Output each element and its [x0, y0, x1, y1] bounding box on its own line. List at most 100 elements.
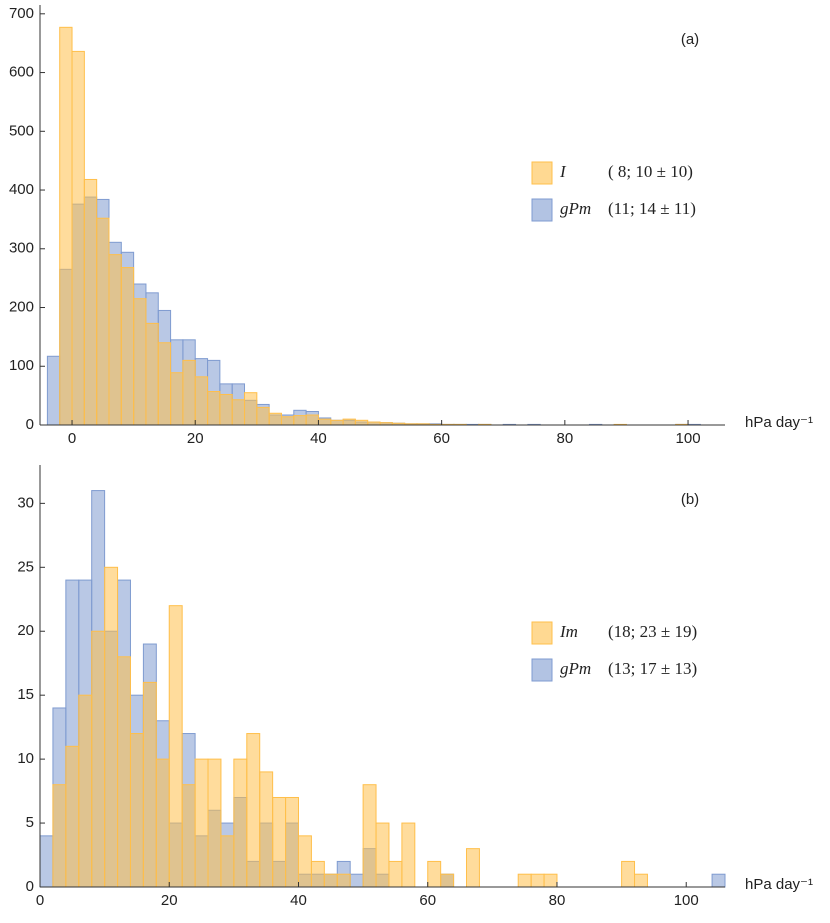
bar [207, 758, 222, 888]
bar [83, 178, 98, 426]
bar [246, 733, 261, 888]
bar [543, 873, 558, 888]
bar [466, 848, 480, 888]
y-tick-label: 600 [9, 64, 34, 81]
x-tick-label: 20 [187, 430, 204, 447]
bar [219, 393, 233, 426]
bar [104, 566, 119, 888]
bar [305, 414, 319, 426]
bar [388, 860, 403, 888]
bar [285, 796, 299, 888]
legend-swatch [531, 198, 553, 222]
x-tick-label: 0 [36, 892, 44, 909]
x-tick-label: 40 [290, 892, 307, 909]
bar [181, 784, 196, 888]
x-tick-label: 60 [419, 892, 436, 909]
x-tick-label: 100 [676, 430, 701, 447]
bar [342, 418, 356, 426]
bar [256, 406, 270, 426]
x-axis-label: hPa day⁻¹ [745, 414, 813, 431]
y-tick-label: 30 [17, 494, 34, 511]
bar [297, 835, 312, 888]
panel-label: (a) [681, 31, 699, 48]
y-tick-label: 5 [26, 814, 34, 831]
y-tick-label: 20 [17, 622, 34, 639]
bar [145, 322, 159, 426]
bar [440, 873, 455, 888]
bar [71, 50, 85, 426]
bar [133, 298, 147, 426]
x-tick-label: 0 [68, 430, 76, 447]
y-tick-label: 300 [9, 240, 34, 257]
bar [244, 392, 258, 426]
y-tick-label: 200 [9, 298, 34, 315]
bar [272, 796, 287, 888]
bar [194, 376, 209, 426]
bar [59, 26, 73, 426]
bar [375, 822, 390, 888]
legend-stats: ( 8; 10 ± 10) [608, 162, 693, 181]
x-tick-label: 80 [556, 430, 573, 447]
legend-swatch [531, 658, 553, 682]
legend-stats: (13; 17 ± 13) [608, 659, 697, 678]
bar [354, 419, 369, 426]
bar [293, 415, 307, 426]
bar [401, 822, 416, 888]
panel-label: (b) [681, 491, 699, 508]
bar [330, 419, 344, 426]
bar [182, 359, 196, 426]
x-tick-label: 60 [433, 430, 450, 447]
x-tick-label: 80 [549, 892, 566, 909]
y-tick-label: 100 [9, 357, 34, 374]
bar [168, 605, 183, 888]
bar [155, 758, 170, 888]
bar [259, 771, 274, 888]
bar [52, 784, 67, 888]
x-axis-label: hPa day⁻¹ [745, 876, 813, 893]
y-tick-label: 10 [17, 750, 34, 767]
bar [427, 860, 442, 888]
bar [220, 835, 235, 888]
bar [280, 416, 295, 426]
bar [268, 412, 282, 426]
bar [621, 860, 636, 888]
y-tick-label: 0 [26, 416, 34, 433]
bar [170, 372, 184, 426]
bar [517, 873, 532, 888]
bar [711, 873, 726, 888]
bar [96, 217, 110, 426]
bar [46, 355, 61, 426]
bar [336, 873, 351, 888]
bar [142, 681, 157, 888]
x-tick-label: 20 [161, 892, 178, 909]
y-tick-label: 25 [17, 558, 34, 575]
x-tick-label: 100 [674, 892, 699, 909]
legend-label: gPm [560, 199, 591, 218]
y-tick-label: 700 [9, 5, 34, 22]
bar [108, 254, 122, 426]
bar [317, 418, 332, 426]
legend-label: Im [559, 622, 578, 641]
y-tick-label: 15 [17, 686, 34, 703]
legend-swatch [531, 161, 553, 185]
bar [323, 873, 338, 888]
bar [207, 391, 221, 426]
y-tick-label: 500 [9, 122, 34, 139]
y-tick-label: 0 [26, 878, 34, 895]
legend-swatch [531, 621, 553, 645]
bar [65, 745, 80, 888]
x-tick-label: 40 [310, 430, 327, 447]
bar [634, 873, 648, 888]
legend-label: gPm [560, 659, 591, 678]
bar [310, 860, 325, 888]
bar [362, 784, 377, 888]
legend-label: I [559, 162, 567, 181]
bar [530, 873, 545, 888]
bar [157, 342, 172, 426]
bar [194, 758, 209, 888]
bar [231, 399, 246, 426]
bar [233, 758, 248, 888]
bar [39, 835, 54, 888]
bar [120, 267, 135, 426]
